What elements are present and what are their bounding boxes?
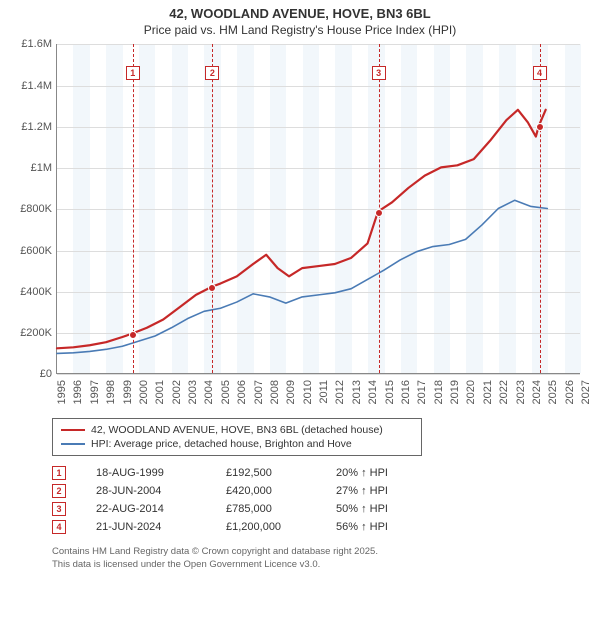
- footer-attribution: Contains HM Land Registry data © Crown c…: [52, 546, 600, 571]
- sale-num: 3: [52, 502, 66, 516]
- x-tick-label: 2022: [498, 380, 510, 404]
- sale-row: 2 28-JUN-2004 £420,000 27% ↑ HPI: [52, 482, 600, 500]
- x-tick-label: 2021: [482, 380, 494, 404]
- x-tick-label: 2014: [367, 380, 379, 404]
- series-property: [57, 110, 546, 349]
- plot-area: 1 2 3 4: [56, 44, 580, 374]
- y-tick-label: £0: [40, 368, 52, 380]
- sale-marker-box: 1: [126, 66, 140, 80]
- x-tick-label: 1996: [72, 380, 84, 404]
- chart-lines: [57, 44, 580, 373]
- y-tick-label: £600K: [20, 245, 52, 257]
- x-tick-label: 2004: [203, 380, 215, 404]
- sale-marker-line: [540, 44, 541, 373]
- gridline: [57, 374, 580, 375]
- x-tick-label: 2005: [220, 380, 232, 404]
- footer-line2: This data is licensed under the Open Gov…: [52, 559, 600, 571]
- legend-swatch: [61, 443, 85, 445]
- x-tick-label: 2008: [269, 380, 281, 404]
- y-tick-label: £1.6M: [21, 38, 52, 50]
- sale-num: 1: [52, 466, 66, 480]
- x-tick-label: 2009: [285, 380, 297, 404]
- x-tick-label: 2026: [564, 380, 576, 404]
- x-tick-label: 2000: [138, 380, 150, 404]
- y-tick-label: £1M: [31, 162, 52, 174]
- x-tick-label: 2020: [465, 380, 477, 404]
- sale-date: 18-AUG-1999: [96, 467, 196, 479]
- x-tick-label: 2001: [154, 380, 166, 404]
- x-tick-label: 2010: [302, 380, 314, 404]
- sale-pct: 50% ↑ HPI: [336, 503, 426, 515]
- sale-date: 21-JUN-2024: [96, 521, 196, 533]
- x-axis: 1995 1996 1997 1998 1999 2000 2001 2002 2003 2004…: [56, 376, 580, 414]
- sale-row: 4 21-JUN-2024 £1,200,000 56% ↑ HPI: [52, 518, 600, 536]
- legend-label: 42, WOODLAND AVENUE, HOVE, BN3 6BL (deta…: [91, 424, 383, 436]
- page-title: 42, WOODLAND AVENUE, HOVE, BN3 6BL: [10, 6, 590, 23]
- sale-marker-dot: [208, 284, 216, 292]
- x-tick-label: 2012: [334, 380, 346, 404]
- chart-legend: 42, WOODLAND AVENUE, HOVE, BN3 6BL (deta…: [52, 418, 422, 456]
- x-tick-label: 2007: [253, 380, 265, 404]
- x-tick-label: 2024: [531, 380, 543, 404]
- x-tick-label: 2017: [416, 380, 428, 404]
- sale-num: 2: [52, 484, 66, 498]
- sale-date: 28-JUN-2004: [96, 485, 196, 497]
- x-tick-label: 2002: [171, 380, 183, 404]
- sale-marker-line: [212, 44, 213, 373]
- sale-marker-dot: [129, 331, 137, 339]
- sales-table: 1 18-AUG-1999 £192,500 20% ↑ HPI 2 28-JUN-200…: [52, 464, 600, 536]
- legend-swatch: [61, 429, 85, 431]
- y-tick-label: £200K: [20, 327, 52, 339]
- sale-marker-box: 2: [205, 66, 219, 80]
- x-tick-label: 2019: [449, 380, 461, 404]
- y-tick-label: £1.4M: [21, 80, 52, 92]
- legend-row: 42, WOODLAND AVENUE, HOVE, BN3 6BL (deta…: [61, 423, 413, 437]
- x-tick-label: 2013: [351, 380, 363, 404]
- y-tick-label: £400K: [20, 286, 52, 298]
- sale-date: 22-AUG-2014: [96, 503, 196, 515]
- sale-pct: 27% ↑ HPI: [336, 485, 426, 497]
- x-tick-label: 1998: [105, 380, 117, 404]
- x-tick-label: 1997: [89, 380, 101, 404]
- x-tick-label: 1995: [56, 380, 68, 404]
- x-tick-label: 2023: [515, 380, 527, 404]
- legend-row: HPI: Average price, detached house, Brig…: [61, 437, 413, 451]
- sale-price: £420,000: [226, 485, 306, 497]
- sale-marker-box: 3: [372, 66, 386, 80]
- sale-price: £785,000: [226, 503, 306, 515]
- sale-row: 3 22-AUG-2014 £785,000 50% ↑ HPI: [52, 500, 600, 518]
- x-tick-label: 2006: [236, 380, 248, 404]
- sale-price: £1,200,000: [226, 521, 306, 533]
- page-subtitle: Price paid vs. HM Land Registry's House …: [10, 23, 590, 39]
- x-tick-label: 2027: [580, 380, 592, 404]
- sale-marker-line: [133, 44, 134, 373]
- sale-marker-box: 4: [533, 66, 547, 80]
- sale-price: £192,500: [226, 467, 306, 479]
- sale-pct: 20% ↑ HPI: [336, 467, 426, 479]
- x-tick-label: 2015: [384, 380, 396, 404]
- sale-marker-dot: [375, 209, 383, 217]
- x-tick-label: 1999: [122, 380, 134, 404]
- x-tick-label: 2018: [433, 380, 445, 404]
- sale-row: 1 18-AUG-1999 £192,500 20% ↑ HPI: [52, 464, 600, 482]
- legend-label: HPI: Average price, detached house, Brig…: [91, 438, 352, 450]
- y-axis: £0£200K£400K£600K£800K£1M£1.2M£1.4M£1.6M: [10, 44, 56, 374]
- sale-marker-dot: [536, 123, 544, 131]
- footer-line1: Contains HM Land Registry data © Crown c…: [52, 546, 600, 558]
- sale-num: 4: [52, 520, 66, 534]
- x-tick-label: 2003: [187, 380, 199, 404]
- y-tick-label: £800K: [20, 203, 52, 215]
- price-chart: £0£200K£400K£600K£800K£1M£1.2M£1.4M£1.6M…: [10, 44, 590, 414]
- x-tick-label: 2011: [318, 380, 330, 404]
- x-tick-label: 2025: [547, 380, 559, 404]
- sale-pct: 56% ↑ HPI: [336, 521, 426, 533]
- y-tick-label: £1.2M: [21, 121, 52, 133]
- x-tick-label: 2016: [400, 380, 412, 404]
